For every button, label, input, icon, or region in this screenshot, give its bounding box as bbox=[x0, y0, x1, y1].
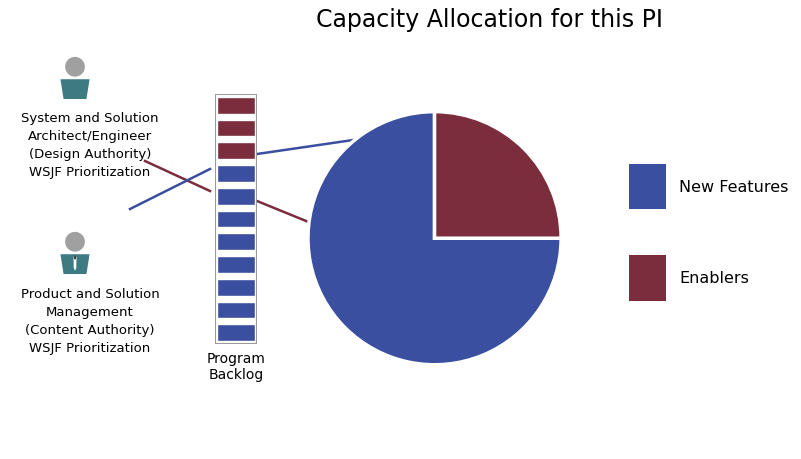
Bar bbox=[217, 211, 256, 228]
Bar bbox=[217, 279, 256, 296]
Bar bbox=[217, 98, 256, 114]
Bar bbox=[217, 143, 256, 160]
Bar bbox=[217, 257, 256, 273]
Bar bbox=[217, 234, 256, 251]
Circle shape bbox=[65, 58, 85, 78]
Text: Program
Backlog: Program Backlog bbox=[207, 351, 265, 381]
Polygon shape bbox=[74, 256, 76, 260]
Text: Capacity Allocation for this PI: Capacity Allocation for this PI bbox=[316, 8, 663, 32]
Circle shape bbox=[65, 232, 85, 252]
Polygon shape bbox=[60, 255, 90, 274]
Bar bbox=[217, 189, 256, 205]
Text: Product and Solution
Management
(Content Authority)
WSJF Prioritization: Product and Solution Management (Content… bbox=[21, 287, 159, 354]
Text: Enablers: Enablers bbox=[679, 271, 749, 285]
Bar bbox=[217, 120, 256, 137]
Text: New Features: New Features bbox=[679, 180, 789, 195]
Polygon shape bbox=[74, 257, 77, 271]
Bar bbox=[629, 255, 666, 301]
Bar bbox=[629, 165, 666, 210]
Bar bbox=[217, 302, 256, 319]
Wedge shape bbox=[308, 112, 561, 365]
Bar bbox=[217, 325, 256, 341]
Bar bbox=[217, 166, 256, 183]
Polygon shape bbox=[60, 80, 90, 100]
Text: System and Solution
Architect/Engineer
(Design Authority)
WSJF Prioritization: System and Solution Architect/Engineer (… bbox=[22, 112, 159, 179]
Wedge shape bbox=[434, 112, 561, 239]
